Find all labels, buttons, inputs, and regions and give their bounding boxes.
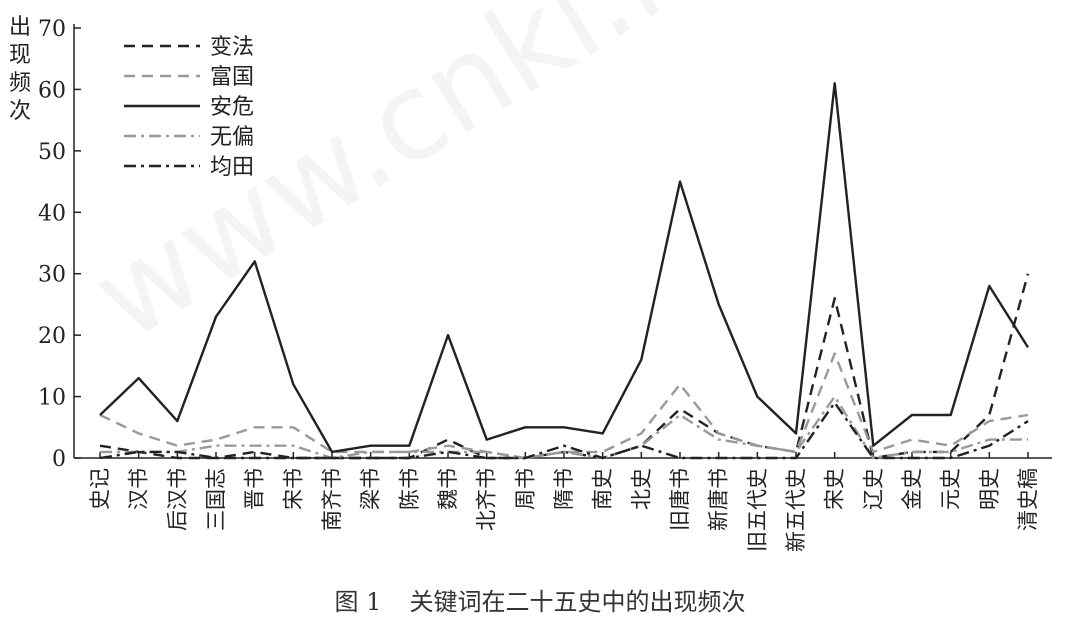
x-tick-label: 隋书 [552,468,576,510]
figure-number: 图 1 [334,588,382,616]
x-tick-label: 宋史 [823,468,847,510]
x-tick-label: 后汉书 [165,468,189,531]
x-tick-label: 陈书 [397,468,421,510]
series-lines [99,82,1030,460]
y-tick-label: 10 [38,386,66,411]
x-tick-label: 北齐书 [475,468,499,531]
line-chart: 010203040506070 史记 汉书 后汉书 三国志 晋书 宋书 南齐书 梁书 陈书 魏书北… [38,17,1052,552]
y-ticks: 0 10 20 30 40 50 60 70 [38,17,81,472]
x-tick-label: 南齐书 [320,468,344,531]
figure-caption-text: 关键词在二十五史中的出现频次 [409,588,746,616]
x-tick-label: 新五代史 [784,468,808,552]
series-line-5 [99,401,1029,460]
y-axis-label-char: 频 [8,71,31,96]
y-tick-label: 50 [38,140,66,165]
y-axis-label-char: 现 [8,43,31,68]
x-tick-label: 三国志 [204,468,228,531]
series-line-1 [99,273,1030,460]
x-tick-label: 旧唐书 [668,468,692,531]
x-tick-label: 金史 [900,468,924,510]
x-tick-label: 旧五代史 [745,468,769,552]
x-tick-label: 宋书 [281,468,305,510]
legend-label: 均田 [210,155,254,180]
x-tick-label: 明史 [977,468,1001,510]
legend-label: 安危 [210,95,254,120]
y-axis-label: 出现频次 [4,14,36,126]
legend-label: 无偏 [210,125,254,150]
y-tick-label: 0 [52,447,66,472]
y-tick-label: 70 [38,17,66,42]
legend-label: 变法 [210,35,254,60]
y-axis-label-char: 出 [8,15,31,40]
y-tick-label: 20 [38,324,66,349]
y-tick-label: 30 [38,263,66,288]
x-tick-label: 汉书 [127,468,151,510]
x-tick-label: 史记 [88,468,112,510]
x-tick-label: 新唐书 [707,468,731,531]
x-tick-label: 清史稿 [1016,468,1040,531]
x-tick-label: 魏书 [436,468,460,510]
series-line-4 [100,395,1028,460]
x-tick-label: 北史 [629,468,653,510]
x-tick-label: 元史 [939,468,963,510]
series-line-2 [99,352,1029,460]
x-tick-label: 辽史 [861,468,885,510]
y-tick-label: 40 [38,201,66,226]
x-tick-label: 南史 [591,468,615,510]
y-tick-label: 60 [38,78,66,103]
x-tick-label: 周书 [513,468,537,510]
figure-caption: 图 1 关键词在二十五史中的出现频次 [0,582,1080,617]
x-tick-label: 晋书 [243,468,267,510]
x-tick-label: 梁书 [359,468,383,510]
y-axis-label-char: 次 [8,99,31,124]
series-line-3 [99,82,1030,454]
legend-label: 富国 [210,65,254,90]
x-ticks: 史记 汉书 后汉书 三国志 晋书 宋书 南齐书 梁书 陈书 魏书 北齐书 周书 隋书 南史 北史 旧唐书 新唐书… [88,452,1040,552]
